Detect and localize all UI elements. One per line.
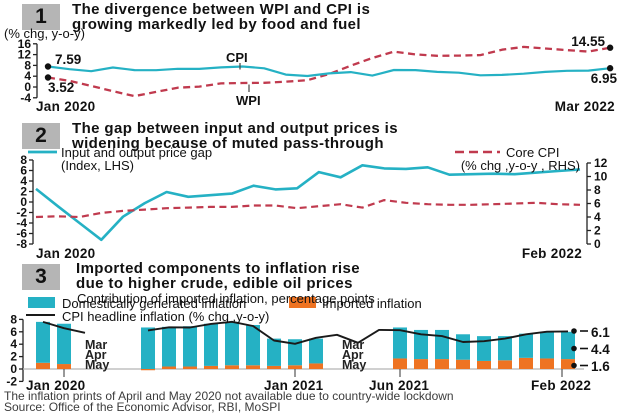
panel2-title-line1: The gap between input and output prices … xyxy=(72,120,398,137)
end-value-cpi-headline: 6.1 xyxy=(591,325,610,340)
svg-text:2: 2 xyxy=(10,350,17,364)
svg-text:0: 0 xyxy=(10,362,17,376)
svg-text:12: 12 xyxy=(18,48,32,62)
panel1-number: 1 xyxy=(22,4,60,30)
svg-text:8: 8 xyxy=(10,312,17,326)
svg-text:12: 12 xyxy=(594,156,608,170)
svg-text:8: 8 xyxy=(24,58,31,72)
svg-text:4: 4 xyxy=(20,174,27,188)
cpi-start-value: 7.59 xyxy=(55,52,82,67)
svg-text:2: 2 xyxy=(20,185,27,199)
footnote: The inflation prints of April and May 20… xyxy=(4,389,454,403)
svg-text:0: 0 xyxy=(20,195,27,209)
svg-text:6: 6 xyxy=(594,197,601,211)
panel3-subtitle: Contribution of imported inflation, perc… xyxy=(77,291,375,306)
legend-input-output-gap-sub: (Index, LHS) xyxy=(61,158,134,173)
panel1-axis-unit: (% chg, y-o-y) xyxy=(4,26,85,41)
legend-imported-inflation: Imported inflation xyxy=(322,296,422,311)
missing-months-2021: Mar Apr May xyxy=(342,338,367,372)
svg-text:-6: -6 xyxy=(16,227,27,241)
svg-text:0: 0 xyxy=(594,237,601,251)
svg-text:-4: -4 xyxy=(20,91,31,105)
panel2-title-line2: widening because of muted pass-through xyxy=(72,135,384,152)
panel1-title-line1: The divergence between WPI and CPI is xyxy=(72,1,371,18)
svg-text:6: 6 xyxy=(20,164,27,178)
gap-2021-mar: Mar xyxy=(342,338,365,352)
panel2-number: 2 xyxy=(22,123,60,149)
wpi-end-value: 14.55 xyxy=(571,34,605,49)
cpi-end-value: 6.95 xyxy=(590,71,617,86)
cpi-series-label: CPI xyxy=(226,50,248,65)
panel3-xlabel-jan2020: Jan 2020 xyxy=(26,378,86,393)
svg-text:2: 2 xyxy=(594,224,601,238)
legend-core-cpi: Core CPI xyxy=(506,145,560,160)
panel1-title-line2: growing markedly led by food and fuel xyxy=(72,16,361,33)
svg-text:16: 16 xyxy=(18,37,32,51)
panel1-xlabel-end: Mar 2022 xyxy=(554,99,615,114)
panel3-xlabel-feb2022: Feb 2022 xyxy=(531,378,592,393)
svg-text:4: 4 xyxy=(10,337,17,351)
svg-text:-2: -2 xyxy=(6,374,17,388)
panel3-xlabel-jan2021: Jan 2021 xyxy=(264,378,324,393)
legend-core-cpi-sub: (% chg ,y-o-y , RHS) xyxy=(460,158,580,173)
panel3-number: 3 xyxy=(22,264,60,290)
svg-text:0: 0 xyxy=(24,80,31,94)
panel2-xlabel-end: Feb 2022 xyxy=(521,246,582,261)
end-value-domestic: 4.4 xyxy=(591,342,610,357)
svg-text:8: 8 xyxy=(594,183,601,197)
svg-text:10: 10 xyxy=(594,170,608,184)
gap-2021-apr: Apr xyxy=(342,348,364,362)
gap-2021-may: May xyxy=(342,358,367,372)
source-line: Source: Office of the Economic Advisor, … xyxy=(4,400,281,413)
svg-text:4: 4 xyxy=(24,69,31,83)
svg-text:-2: -2 xyxy=(16,206,27,220)
end-value-imported: 1.6 xyxy=(591,359,610,374)
gap-2020-apr: Apr xyxy=(85,348,107,362)
panel3-title-line2: due to higher crude, edible oil prices xyxy=(76,275,353,292)
legend-input-output-gap: Input and output price gap xyxy=(61,145,213,160)
missing-months-2020: Mar Apr May xyxy=(85,338,110,372)
svg-text:-8: -8 xyxy=(16,237,27,251)
panel1-xlabel-start: Jan 2020 xyxy=(36,99,96,114)
svg-text:6: 6 xyxy=(10,325,17,339)
panel2-xlabel-start: Jan 2020 xyxy=(36,246,96,261)
gap-2020-may: May xyxy=(85,358,110,372)
panel3-xlabel-jun2021: Jun 2021 xyxy=(369,378,430,393)
legend-domestic-inflation: Domestically generated inflation xyxy=(62,296,247,311)
legend-cpi-headline: CPI headline inflation (% chg ,y-o-y) xyxy=(62,309,270,324)
svg-text:8: 8 xyxy=(20,153,27,167)
panel3-title-line1: Imported components to inflation rise xyxy=(76,260,360,277)
svg-text:-4: -4 xyxy=(16,216,27,230)
wpi-series-label: WPI xyxy=(236,93,261,108)
wpi-start-value: 3.52 xyxy=(48,80,75,95)
gap-2020-mar: Mar xyxy=(85,338,108,352)
svg-text:4: 4 xyxy=(594,210,601,224)
